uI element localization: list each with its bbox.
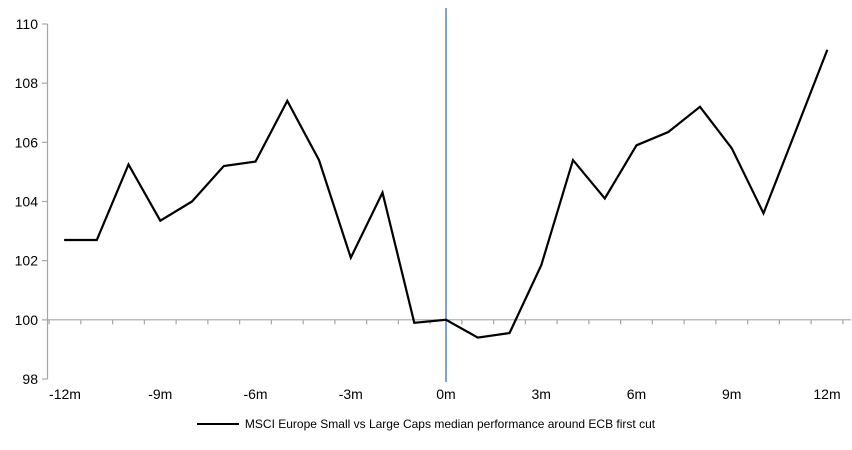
y-axis-tick-label: 98 <box>22 371 38 387</box>
y-axis: 110 108 106 104 102 100 98 <box>15 16 49 387</box>
x-axis-tick-label: 9m <box>722 386 741 402</box>
y-axis-tick-label: 106 <box>15 134 39 150</box>
y-axis-tick-label: 104 <box>15 194 39 210</box>
legend-line-sample <box>196 423 239 425</box>
legend: MSCI Europe Small vs Large Caps median p… <box>0 414 852 434</box>
y-axis-tick-label: 102 <box>15 253 39 269</box>
performance-line-series <box>63 49 829 339</box>
x-axis-tick-label: 0m <box>436 386 455 402</box>
y-axis-tick-label: 100 <box>15 312 39 328</box>
legend-label: MSCI Europe Small vs Large Caps median p… <box>244 417 656 431</box>
x-axis-tick-label: -12m <box>49 386 81 402</box>
x-axis: -12m -9m -6m -3m 0m 3m 6m 9m 12m <box>47 319 851 402</box>
x-axis-tick-label: 6m <box>627 386 646 402</box>
y-axis-tick-label: 110 <box>16 16 39 32</box>
y-axis-tick-label: 108 <box>15 75 39 91</box>
x-axis-tick-label: -6m <box>243 386 267 402</box>
x-axis-tick-label: 3m <box>532 386 551 402</box>
x-axis-tick-label: -9m <box>148 386 172 402</box>
x-axis-tick-label: 12m <box>813 386 840 402</box>
x-axis-tick-label: -3m <box>339 386 363 402</box>
